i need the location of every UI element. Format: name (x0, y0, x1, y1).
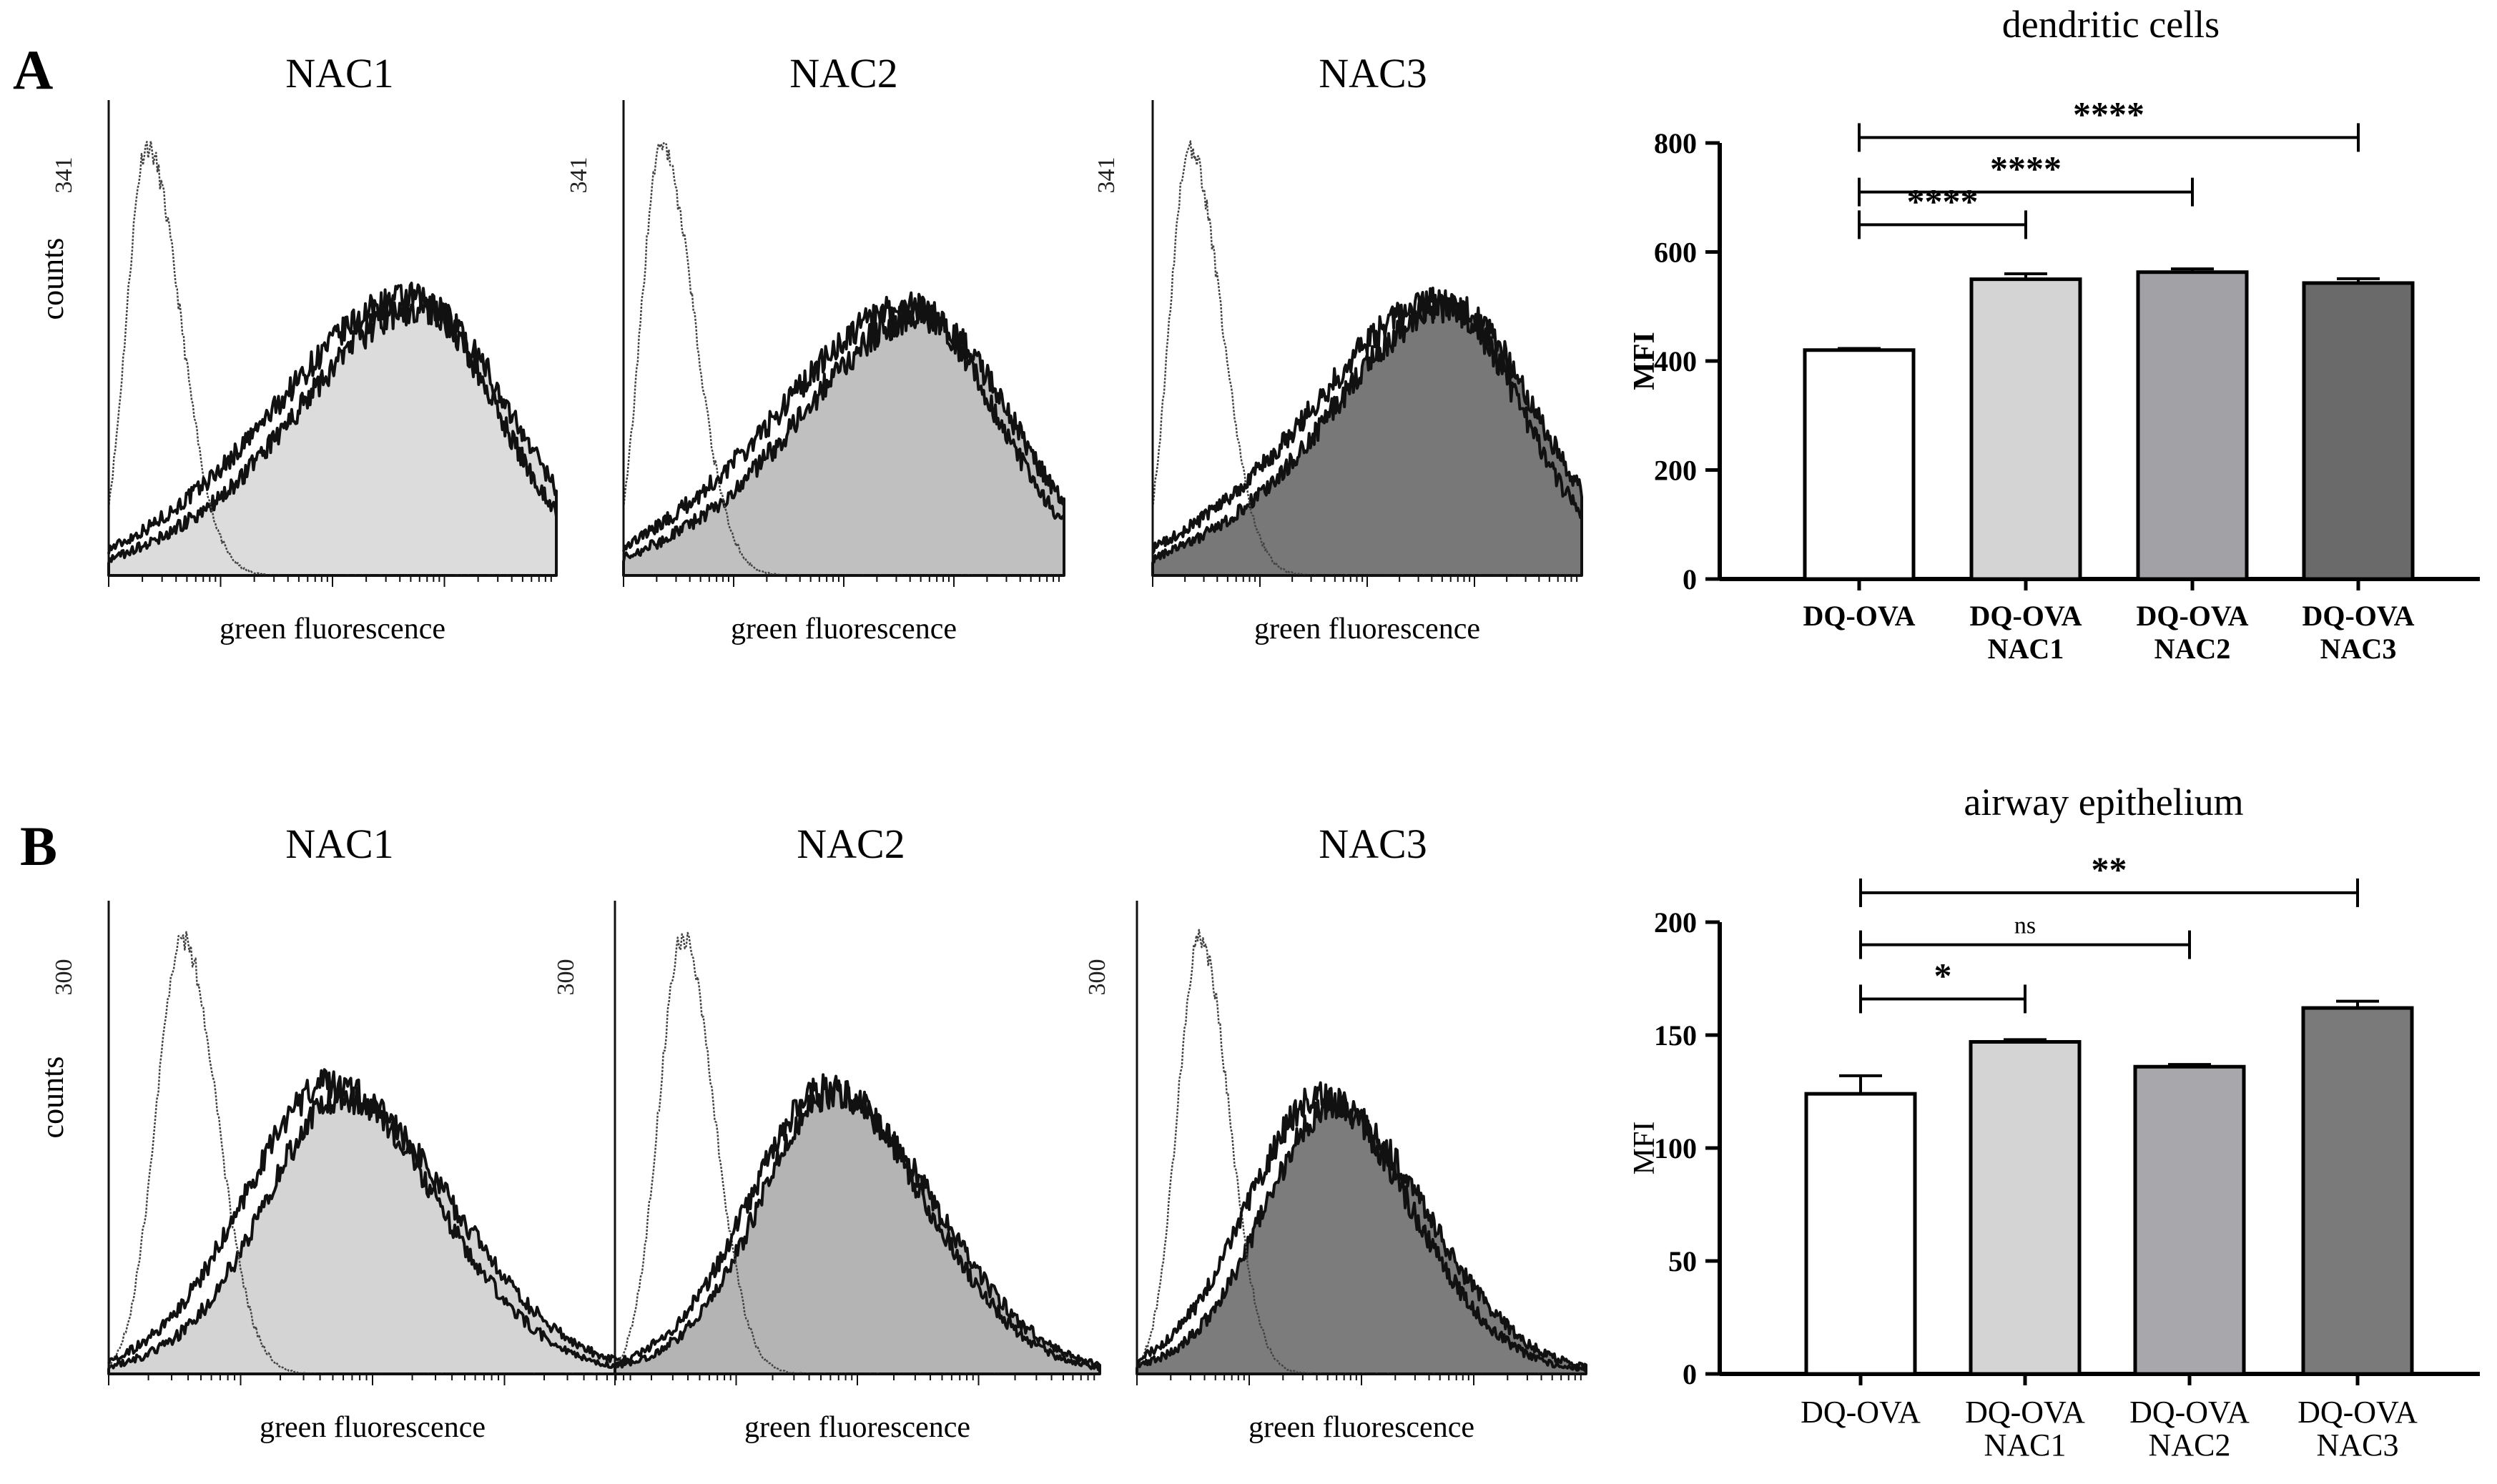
x-tick-label: DQ-OVA (2297, 1395, 2418, 1430)
y-max-tick-label: 341 (566, 157, 592, 194)
x-axis-label: green fluorescence (1254, 613, 1480, 645)
histogram-curve-control (1151, 287, 1583, 555)
histogram-title: NAC3 (1319, 50, 1427, 97)
histogram-curve-unstained (622, 142, 1065, 577)
significance-label: ** (2092, 849, 2127, 889)
histogram-curve-filled (1151, 293, 1583, 577)
y-axis-label: MFI (1628, 332, 1661, 390)
y-axis-label: counts (35, 238, 70, 320)
panel-label-b: B (20, 815, 57, 877)
histogram-curve-filled (107, 1084, 638, 1375)
significance-label: **** (2073, 94, 2144, 134)
x-tick-label: NAC1 (1988, 633, 2064, 665)
y-axis-label: counts (35, 1057, 70, 1139)
histogram-curve-filled (614, 1078, 1101, 1375)
histogram-title: NAC2 (789, 50, 897, 97)
histogram-panel-b-nac1: NAC1 green fluorescence counts 300 (35, 821, 638, 1444)
histogram-curve-control (107, 1068, 638, 1372)
bar (1804, 1092, 1917, 1376)
histogram-curve-control (107, 282, 558, 555)
x-axis-label: green fluorescence (260, 1411, 486, 1444)
bar (1969, 277, 2082, 581)
y-tick-label: 100 (1654, 1132, 1697, 1164)
y-max-tick-label: 341 (1093, 157, 1120, 194)
histogram-panel-a-nac3: NAC3 green fluorescence 341 (1093, 50, 1583, 645)
y-max-tick-label: 341 (51, 157, 77, 194)
histogram-panel-a-nac1: NAC1 green fluorescence counts 341 (35, 50, 558, 645)
histogram-curve-control (614, 1073, 1101, 1372)
x-tick-label: DQ-OVA (2136, 600, 2248, 632)
significance-label: **** (1990, 149, 2062, 189)
x-tick-label: DQ-OVA (2302, 600, 2414, 632)
histogram-panel-b-nac2: NAC2 green fluorescence 300 (553, 821, 1101, 1444)
x-axis-label: green fluorescence (1248, 1411, 1474, 1444)
x-tick-label: NAC3 (2320, 633, 2397, 665)
bar-chart-title: airway epithelium (1964, 781, 2243, 823)
y-tick-label: 400 (1654, 345, 1697, 377)
significance-label: * (1934, 955, 1952, 995)
x-tick-label: DQ-OVA (1803, 600, 1915, 632)
y-max-tick-label: 300 (1084, 959, 1110, 996)
histogram-title: NAC2 (797, 821, 905, 867)
y-tick-label: 200 (1654, 906, 1697, 939)
bar (1803, 348, 1916, 581)
y-max-tick-label: 300 (553, 959, 579, 996)
y-axis-label: MFI (1628, 1122, 1661, 1175)
y-tick-label: 0 (1683, 1358, 1697, 1390)
histogram-title: NAC1 (285, 821, 393, 867)
histogram-curve-filled (622, 300, 1065, 577)
histogram-title: NAC1 (285, 50, 393, 97)
y-tick-label: 600 (1654, 237, 1697, 269)
bar (1969, 1039, 2082, 1376)
histogram-panel-a-nac2: NAC2 green fluorescence 341 (566, 50, 1065, 645)
bar-chart-dendritic-cells: dendritic cells MFI 0 200 400 600 800 DQ-OVA DQ-… (1628, 3, 2480, 665)
y-tick-label: 50 (1668, 1245, 1697, 1277)
y-tick-label: 0 (1683, 563, 1697, 595)
x-axis-label: green fluorescence (744, 1411, 970, 1444)
y-tick-label: 150 (1654, 1019, 1697, 1052)
y-max-tick-label: 300 (51, 959, 77, 996)
histogram-curve-filled (107, 295, 558, 577)
histogram-title: NAC3 (1319, 821, 1427, 867)
bar-chart-title: dendritic cells (2002, 3, 2220, 46)
charts-layer: NAC1 green fluorescence counts 341 NAC2 green… (35, 3, 2480, 1463)
histogram-curve-control (622, 291, 1065, 552)
x-tick-label: DQ-OVA (1969, 600, 2082, 632)
significance-label: **** (1907, 181, 1979, 221)
panel-label-a: A (13, 39, 53, 101)
significance-label: ns (2014, 913, 2036, 939)
x-tick-label: DQ-OVA (1801, 1395, 1921, 1430)
bar (2302, 281, 2415, 581)
x-axis-label: green fluorescence (220, 613, 445, 645)
histogram-curve-control (1136, 1081, 1587, 1372)
bar (2301, 1006, 2414, 1376)
x-tick-label: NAC2 (2154, 633, 2231, 665)
bar (2136, 270, 2249, 581)
bar-chart-airway-epithelium: airway epithelium MFI 0 50 100 150 200 DQ-OVA DQ… (1628, 781, 2480, 1463)
histogram-curve-filled (1136, 1090, 1587, 1375)
bar (2133, 1064, 2246, 1376)
x-tick-label: NAC1 (1984, 1428, 2067, 1463)
y-tick-label: 200 (1654, 455, 1697, 487)
y-tick-label: 800 (1654, 127, 1697, 159)
x-tick-label: DQ-OVA (1965, 1395, 2085, 1430)
x-axis-label: green fluorescence (731, 613, 957, 645)
histogram-panel-b-nac3: NAC3 green fluorescence 300 (1084, 821, 1587, 1444)
x-tick-label: DQ-OVA (2129, 1395, 2250, 1430)
x-tick-label: NAC3 (2317, 1428, 2399, 1463)
x-tick-label: NAC2 (2149, 1428, 2231, 1463)
